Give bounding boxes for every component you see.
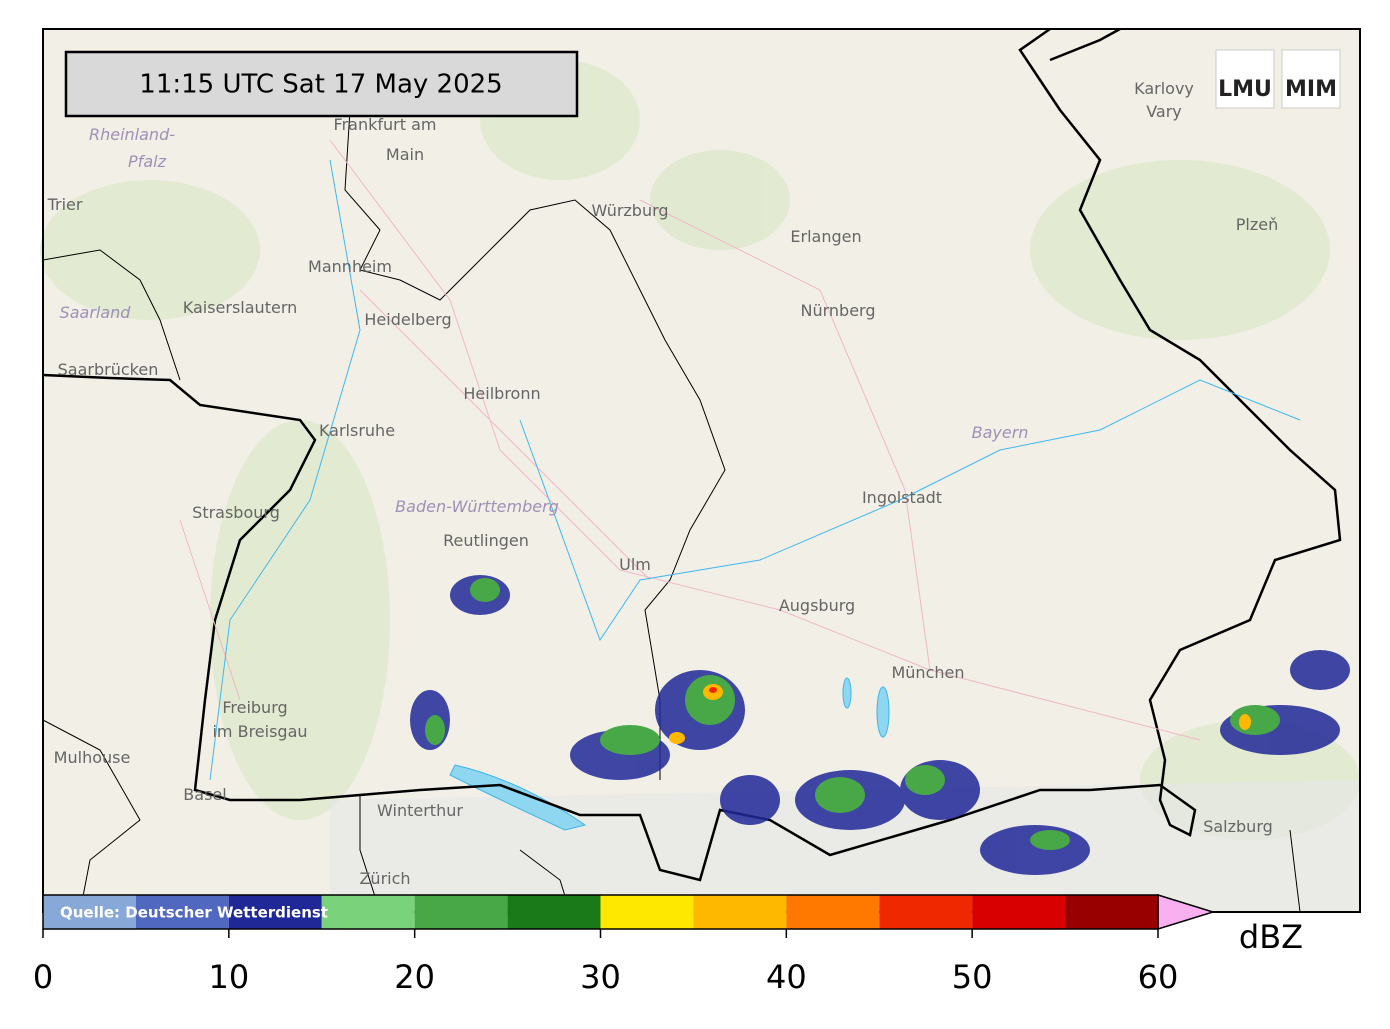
place-label: Saarland	[60, 303, 132, 322]
timestamp: 11:15 UTC Sat 17 May 2025	[139, 70, 502, 100]
place-labels: Frankfurt am Main Rheinland- Pfalz Trier Würz…	[47, 79, 1279, 888]
place-label: München	[891, 663, 964, 682]
colorbar-segment	[414, 895, 508, 929]
colorbar: 0 10 20 30 40 50 60 dBZ	[33, 893, 1303, 996]
place-label: Mulhouse	[54, 748, 131, 767]
place-label: Karlsruhe	[319, 421, 395, 440]
place-label: Vary	[1146, 102, 1182, 121]
place-label: Erlangen	[790, 227, 861, 246]
place-label: im Breisgau	[212, 722, 307, 741]
lakes	[449, 677, 890, 831]
place-label: Heilbronn	[463, 384, 540, 403]
colorbar-unit: dBZ	[1239, 918, 1303, 956]
colorbar-segment	[1065, 895, 1158, 929]
place-label: Main	[386, 145, 424, 164]
source-credit: Quelle: Deutscher Wetterdienst	[60, 904, 328, 922]
colorbar-segment	[600, 895, 694, 929]
colorbar-tick-label: 40	[766, 958, 807, 996]
place-label: Karlovy	[1134, 79, 1194, 98]
colorbar-segment	[321, 895, 415, 929]
colorbar-segment	[43, 895, 136, 929]
colorbar-tick-label: 20	[394, 958, 435, 996]
colorbar-segment	[228, 895, 322, 929]
colorbar-tick-label: 30	[580, 958, 621, 996]
place-label: Augsburg	[779, 596, 855, 615]
place-label: Baden-Württemberg	[395, 497, 559, 516]
colorbar-segment	[786, 895, 880, 929]
place-label: Salzburg	[1203, 817, 1273, 836]
colorbar-segment	[135, 895, 229, 929]
logo-box	[1281, 49, 1341, 109]
place-label: Mannheim	[308, 257, 392, 276]
place-label: Nürnberg	[801, 301, 876, 320]
place-label: Zürich	[359, 869, 410, 888]
colorbar-tick-label: 0	[33, 958, 53, 996]
colorbar-tick-label: 60	[1138, 958, 1179, 996]
place-label: Pfalz	[128, 152, 167, 171]
colorbar-segment	[507, 895, 601, 929]
place-label: Würzburg	[591, 201, 668, 220]
colorbar-segment	[879, 895, 973, 929]
place-label: Basel	[183, 785, 226, 804]
place-label: Plzeň	[1236, 215, 1278, 234]
place-label: Saarbrücken	[58, 360, 159, 379]
place-label: Rheinland-	[89, 125, 175, 144]
place-label: Reutlingen	[443, 531, 529, 550]
roads	[179, 139, 1201, 741]
colorbar-segment	[972, 895, 1066, 929]
place-label: Frankfurt am	[334, 115, 437, 134]
place-label: Freiburg	[222, 698, 287, 717]
place-label: Ulm	[619, 555, 651, 574]
logo: LMU	[1218, 77, 1272, 102]
place-label: Ingolstadt	[862, 488, 942, 507]
timestamp-box	[64, 50, 579, 118]
rivers	[209, 159, 1301, 781]
place-label: Kaiserslautern	[183, 298, 298, 317]
place-label: Heidelberg	[364, 310, 451, 329]
colorbar-segment	[693, 895, 787, 929]
country-borders	[42, 27, 1342, 882]
alps	[330, 780, 1360, 912]
logo-box	[1215, 49, 1275, 109]
colorbar-tick-label: 50	[952, 958, 993, 996]
place-label: Bayern	[972, 423, 1029, 442]
place-label: Trier	[47, 195, 83, 214]
place-label: Strasbourg	[192, 503, 280, 522]
place-label: Winterthur	[377, 801, 463, 820]
radar-echoes	[410, 575, 1350, 875]
logo: MIM	[1285, 77, 1337, 102]
colorbar-tick-label: 10	[208, 958, 249, 996]
